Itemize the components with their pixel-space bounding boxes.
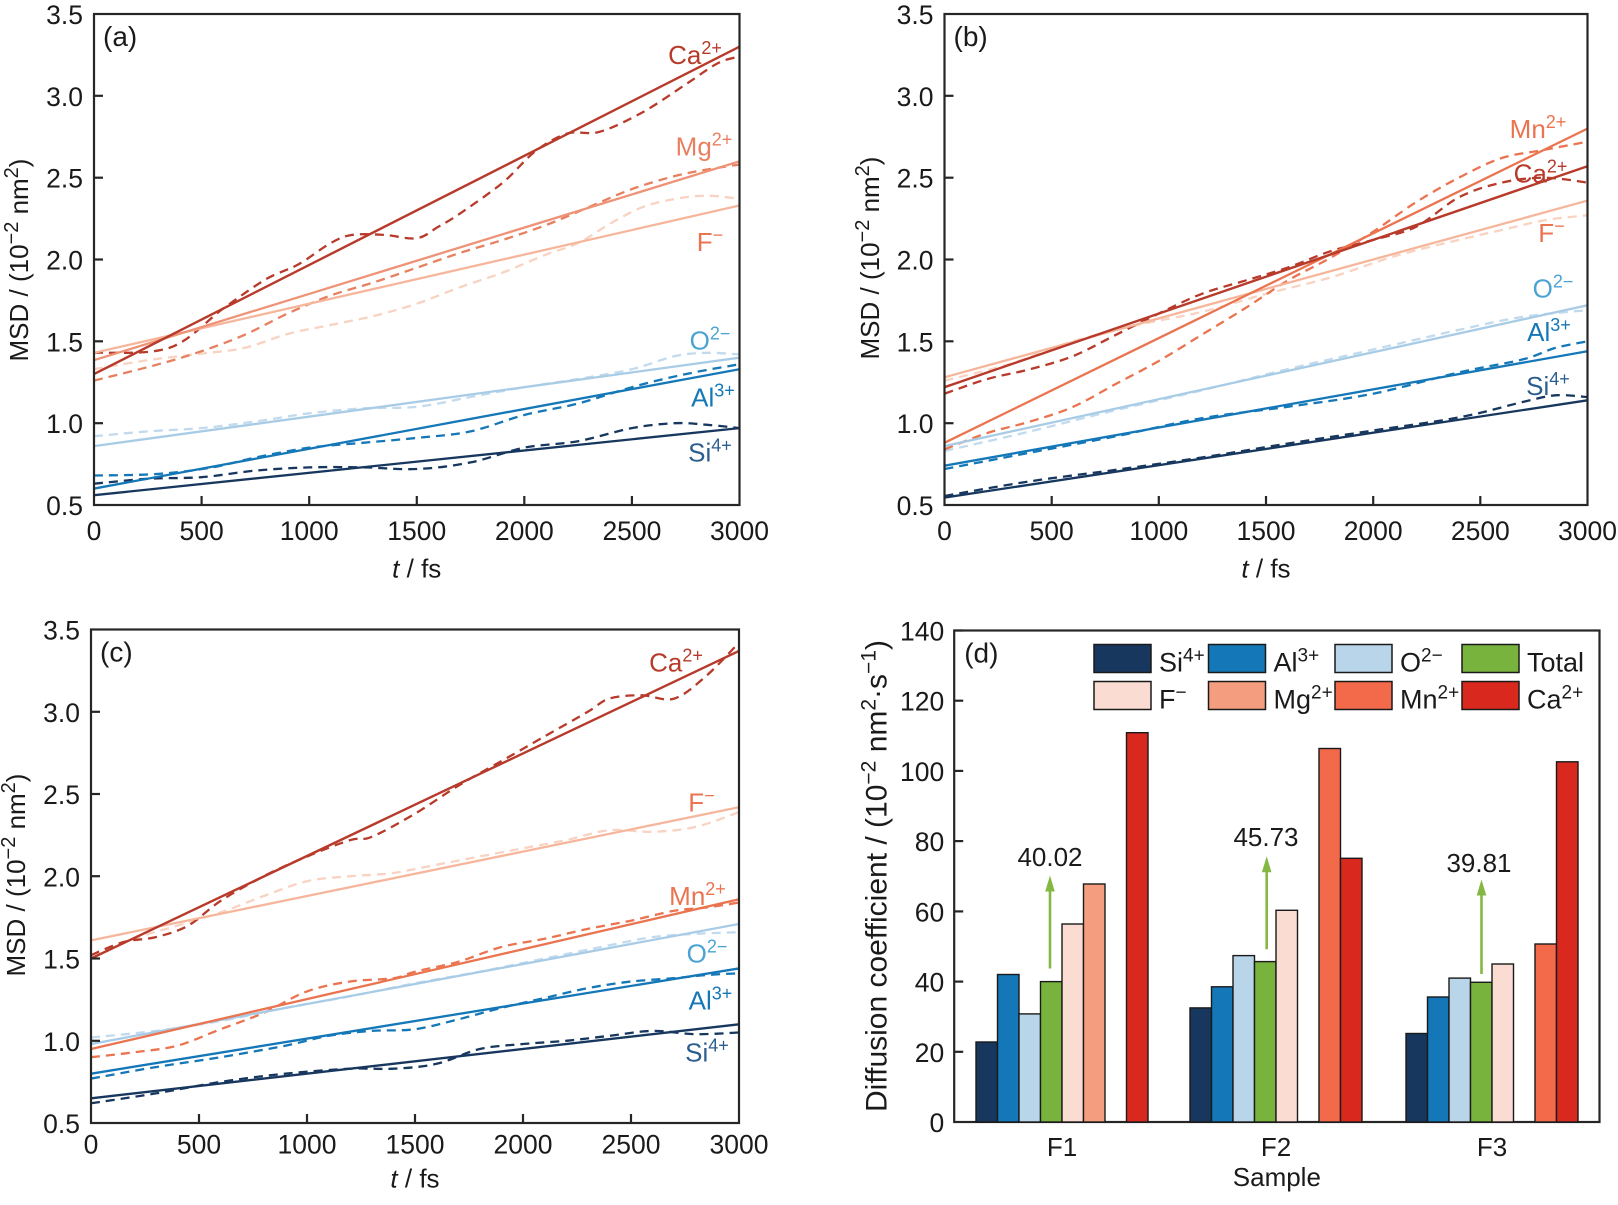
svg-text:MSD / (10−2 nm2): MSD / (10−2 nm2): [0, 774, 31, 977]
svg-text:120: 120: [900, 687, 944, 717]
svg-text:1.5: 1.5: [46, 327, 83, 357]
svg-text:F1: F1: [1047, 1132, 1077, 1162]
svg-text:2500: 2500: [602, 516, 661, 546]
svg-text:0.5: 0.5: [46, 491, 83, 521]
svg-text:1500: 1500: [386, 1130, 445, 1160]
svg-text:2.5: 2.5: [897, 164, 934, 194]
svg-text:0: 0: [87, 516, 102, 546]
svg-text:2000: 2000: [1344, 516, 1403, 546]
svg-text:2.5: 2.5: [43, 780, 80, 810]
svg-text:F−: F−: [688, 786, 714, 818]
svg-text:39.81: 39.81: [1446, 848, 1511, 878]
svg-text:0: 0: [929, 1108, 944, 1138]
svg-text:Al3+: Al3+: [1527, 315, 1571, 347]
svg-text:2500: 2500: [1451, 516, 1510, 546]
svg-text:Si4+: Si4+: [688, 436, 732, 468]
svg-text:1.5: 1.5: [897, 327, 934, 357]
svg-text:3000: 3000: [710, 1130, 769, 1160]
svg-text:1.0: 1.0: [897, 409, 934, 439]
svg-text:(d): (d): [964, 638, 998, 669]
svg-text:O2−: O2−: [690, 324, 731, 356]
svg-text:0.5: 0.5: [897, 491, 934, 521]
svg-text:1000: 1000: [280, 516, 339, 546]
svg-text:O2−: O2−: [687, 937, 728, 969]
svg-text:Si4+: Si4+: [1159, 646, 1205, 678]
svg-text:Mg2+: Mg2+: [1274, 683, 1333, 715]
svg-text:t / fs: t / fs: [392, 554, 441, 584]
svg-text:2.5: 2.5: [46, 164, 83, 194]
svg-text:F−: F−: [1159, 683, 1187, 715]
svg-text:40: 40: [915, 968, 944, 998]
svg-text:t / fs: t / fs: [390, 1164, 439, 1194]
svg-text:1.0: 1.0: [43, 1027, 80, 1057]
svg-text:60: 60: [915, 897, 944, 927]
svg-text:Al3+: Al3+: [691, 381, 735, 413]
svg-text:Sample: Sample: [1233, 1162, 1321, 1192]
svg-text:3.5: 3.5: [897, 0, 934, 30]
svg-text:2.0: 2.0: [46, 246, 83, 276]
svg-text:2500: 2500: [602, 1130, 661, 1160]
svg-text:3.0: 3.0: [897, 82, 934, 112]
svg-text:Al3+: Al3+: [1274, 646, 1320, 678]
svg-text:Ca2+: Ca2+: [1527, 683, 1583, 715]
svg-text:Al3+: Al3+: [689, 984, 733, 1016]
svg-text:F−: F−: [697, 225, 723, 257]
svg-text:1.5: 1.5: [43, 945, 80, 975]
svg-text:Ca2+: Ca2+: [668, 38, 722, 70]
svg-text:O2−: O2−: [1400, 646, 1443, 678]
svg-text:3000: 3000: [1558, 516, 1617, 546]
svg-text:F−: F−: [1538, 216, 1564, 248]
svg-text:F3: F3: [1477, 1132, 1507, 1162]
svg-text:MSD / (10−2 nm2): MSD / (10−2 nm2): [1, 159, 34, 362]
svg-text:45.73: 45.73: [1233, 822, 1298, 852]
svg-text:O2−: O2−: [1533, 272, 1574, 304]
svg-text:Mg2+: Mg2+: [676, 130, 733, 162]
svg-text:40.02: 40.02: [1017, 842, 1082, 872]
svg-text:Mn2+: Mn2+: [669, 879, 726, 911]
svg-text:3000: 3000: [710, 516, 769, 546]
svg-text:Diffusion coefficient / (10−2: Diffusion coefficient / (10−2 nm2·s−1): [858, 640, 894, 1112]
svg-text:20: 20: [915, 1038, 944, 1068]
svg-text:Ca2+: Ca2+: [1514, 157, 1568, 189]
svg-text:1.0: 1.0: [46, 409, 83, 439]
svg-text:Total: Total: [1527, 648, 1584, 678]
svg-text:Mn2+: Mn2+: [1400, 683, 1459, 715]
svg-text:0.5: 0.5: [43, 1109, 80, 1139]
svg-text:(c): (c): [100, 637, 133, 668]
svg-text:140: 140: [900, 617, 944, 647]
svg-text:500: 500: [179, 516, 223, 546]
svg-text:0: 0: [937, 516, 952, 546]
svg-text:3.0: 3.0: [43, 698, 80, 728]
svg-text:1500: 1500: [387, 516, 446, 546]
svg-text:2.0: 2.0: [43, 862, 80, 892]
svg-text:1000: 1000: [278, 1130, 337, 1160]
svg-text:Ca2+: Ca2+: [649, 646, 703, 678]
svg-text:100: 100: [900, 757, 944, 787]
svg-text:t / fs: t / fs: [1241, 554, 1290, 584]
svg-text:80: 80: [915, 827, 944, 857]
svg-text:Si4+: Si4+: [1526, 369, 1570, 401]
svg-text:3.5: 3.5: [43, 616, 80, 646]
svg-text:0: 0: [84, 1130, 99, 1160]
svg-text:500: 500: [177, 1130, 221, 1160]
svg-text:F2: F2: [1261, 1132, 1291, 1162]
svg-text:Si4+: Si4+: [685, 1036, 729, 1068]
svg-text:Mn2+: Mn2+: [1510, 112, 1567, 144]
svg-text:1500: 1500: [1237, 516, 1296, 546]
svg-text:2.0: 2.0: [897, 246, 934, 276]
svg-text:(b): (b): [954, 21, 988, 52]
svg-text:2000: 2000: [494, 1130, 553, 1160]
svg-text:3.0: 3.0: [46, 82, 83, 112]
svg-text:500: 500: [1030, 516, 1074, 546]
svg-text:MSD / (10−2 nm2): MSD / (10−2 nm2): [852, 157, 885, 360]
svg-text:1000: 1000: [1129, 516, 1188, 546]
svg-text:2000: 2000: [495, 516, 554, 546]
svg-text:(a): (a): [103, 21, 137, 52]
svg-text:3.5: 3.5: [46, 0, 83, 30]
